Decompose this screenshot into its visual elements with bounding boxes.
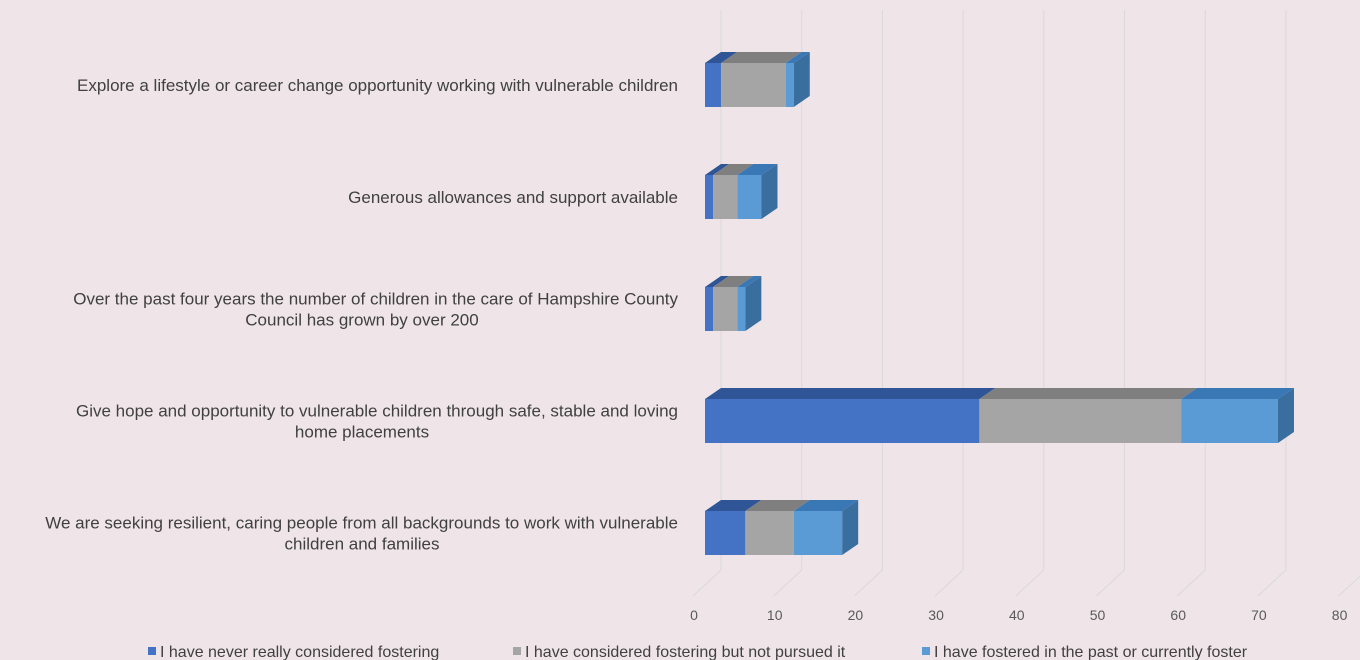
bar-side	[745, 276, 762, 331]
bar-segment	[705, 399, 980, 443]
bar-segment-top	[705, 276, 730, 287]
x-tick-label: 70	[1251, 607, 1267, 623]
category-label: Council has grown by over 200	[245, 311, 478, 330]
bar-segment	[705, 287, 714, 331]
bar-segment-top	[705, 388, 996, 399]
floor-gridline	[854, 569, 883, 597]
x-tick-label: 10	[767, 607, 783, 623]
legend-label: I have fostered in the past or currently…	[934, 644, 1248, 660]
x-tick-label: 40	[1009, 607, 1025, 623]
bar-segment-top	[705, 500, 762, 511]
legend-swatch	[513, 647, 521, 655]
bar-segment	[737, 175, 762, 219]
bar-segment	[705, 175, 714, 219]
bar-segment-top	[793, 500, 859, 511]
bar-segment-top	[785, 52, 810, 63]
bar-segment-top	[713, 276, 754, 287]
floor-gridline	[934, 569, 964, 597]
category-label: Over the past four years the number of c…	[73, 290, 678, 309]
x-tick-label: 60	[1170, 607, 1186, 623]
bar-segment	[713, 175, 738, 219]
floor-gridline	[692, 569, 722, 597]
bar-side	[1277, 388, 1294, 443]
bar-segment	[713, 287, 738, 331]
floor-gridline	[1257, 569, 1287, 597]
bar-segment	[793, 511, 843, 555]
legend-swatch	[922, 647, 930, 655]
category-label: home placements	[295, 423, 429, 442]
bar-segment-top	[705, 52, 738, 63]
floor-gridline	[773, 569, 803, 597]
legend: I have never really considered fostering…	[148, 644, 1248, 660]
bar-segment-top	[1181, 388, 1294, 399]
grid-lines	[692, 10, 1360, 597]
x-tick-label: 50	[1090, 607, 1106, 623]
bar-segment-top	[705, 164, 730, 175]
bar-segment-top	[737, 164, 778, 175]
x-axis-ticks: 0 10 20 30 40 50 60 70 80	[690, 607, 1347, 623]
bar-segment-top	[979, 388, 1198, 399]
bar-segment	[705, 63, 722, 107]
floor-gridline	[1096, 569, 1125, 597]
floor-gridline	[1338, 575, 1360, 597]
bar-segment	[705, 511, 746, 555]
x-tick-label: 0	[690, 607, 698, 623]
x-tick-label: 20	[848, 607, 864, 623]
legend-label: I have considered fostering but not purs…	[525, 644, 846, 660]
bar-side	[842, 500, 859, 555]
category-label: We are seeking resilient, caring people …	[45, 514, 678, 533]
floor-gridline	[1176, 569, 1206, 597]
bar-side	[793, 52, 810, 107]
bar-segment	[979, 399, 1182, 443]
bar-segment	[785, 63, 794, 107]
legend-label: I have never really considered fostering	[160, 644, 439, 660]
category-label: Generous allowances and support availabl…	[348, 188, 678, 207]
category-labels: Explore a lifestyle or career change opp…	[45, 76, 678, 554]
legend-swatch	[148, 647, 156, 655]
floor-gridline	[1015, 569, 1045, 597]
bar-segment	[721, 63, 786, 107]
bar-segment	[745, 511, 794, 555]
bar-segment	[1181, 399, 1278, 443]
bars	[705, 52, 1294, 555]
x-tick-label: 30	[928, 607, 944, 623]
x-tick-label: 80	[1332, 607, 1348, 623]
bar-segment-top	[745, 500, 810, 511]
bar-side	[761, 164, 778, 219]
bar-segment-top	[713, 164, 754, 175]
category-label: Give hope and opportunity to vulnerable …	[76, 402, 678, 421]
bar-segment-top	[737, 276, 762, 287]
bar-segment	[737, 287, 746, 331]
category-label: children and families	[285, 535, 440, 554]
category-label: Explore a lifestyle or career change opp…	[77, 76, 678, 95]
bar-segment-top	[721, 52, 802, 63]
